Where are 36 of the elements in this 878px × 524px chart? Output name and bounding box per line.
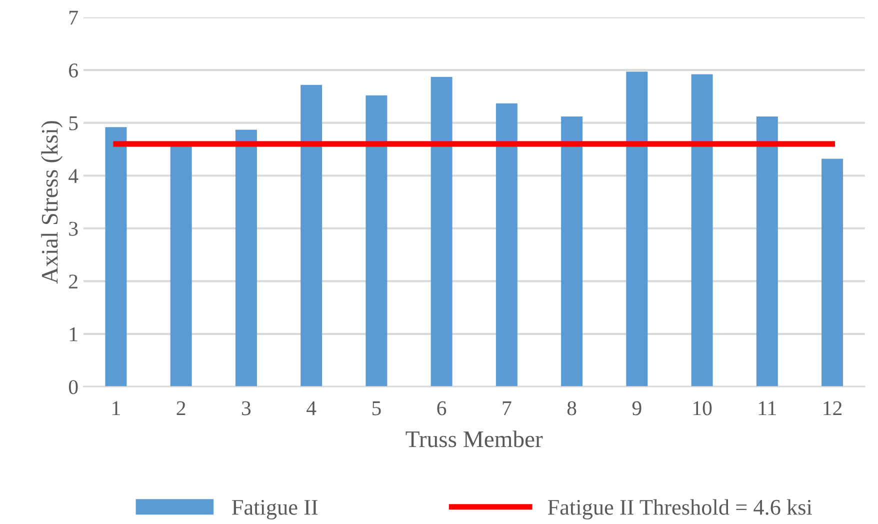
x-tick-label: 5 (372, 401, 381, 416)
y-tick-label: 2 (69, 274, 78, 288)
x-tick-label: 1 (112, 401, 120, 416)
x-tick-label: 6 (437, 401, 446, 416)
y-tick-label: 7 (70, 10, 78, 25)
x-tick-label: 7 (502, 401, 512, 416)
x-tick-label: 3 (242, 401, 251, 416)
bar (300, 84, 322, 387)
x-tick-label: 11 (758, 401, 776, 416)
x-axis-title: Truss Member (406, 430, 543, 448)
bar (626, 72, 648, 387)
y-tick-label: 5 (69, 116, 78, 130)
bar (561, 116, 583, 387)
legend-label: Fatigue II Threshold = 4.6 ksi (548, 499, 812, 520)
x-tick-label: 8 (567, 401, 576, 416)
y-tick-label: 0 (68, 380, 78, 394)
bar (366, 95, 388, 387)
x-tick-label: 9 (632, 401, 642, 416)
y-tick-label: 1 (70, 327, 78, 342)
bar (430, 76, 452, 387)
y-axis-title: Axial Stress (ksi) (41, 121, 63, 284)
legend-label: Fatigue II (232, 500, 318, 520)
bar (235, 130, 257, 387)
bar (756, 116, 778, 387)
x-tick-label: 12 (824, 401, 842, 416)
bar (496, 103, 518, 387)
bar (822, 158, 844, 387)
bar (691, 74, 713, 387)
x-tick-label: 10 (693, 401, 712, 416)
y-tick-label: 3 (69, 222, 78, 236)
y-tick-label: 4 (68, 169, 78, 183)
y-tick-label: 6 (69, 64, 78, 78)
x-tick-label: 4 (306, 401, 316, 416)
x-tick-label: 2 (176, 401, 186, 416)
bar (105, 127, 127, 387)
bar (170, 145, 192, 387)
